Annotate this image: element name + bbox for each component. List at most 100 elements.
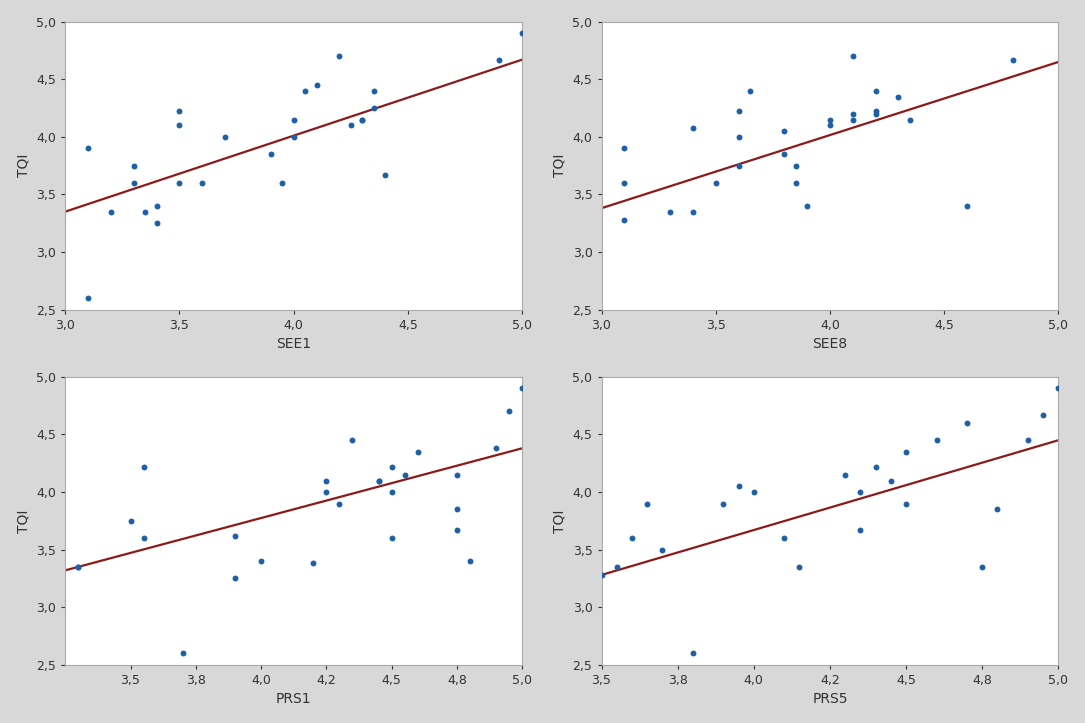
Point xyxy=(730,131,748,142)
Y-axis label: TQI: TQI xyxy=(16,509,30,533)
Point xyxy=(396,469,413,481)
Point xyxy=(490,54,508,66)
Point xyxy=(745,487,763,498)
Point xyxy=(615,177,633,189)
Y-axis label: TQI: TQI xyxy=(553,154,567,177)
Point xyxy=(148,200,165,212)
Point xyxy=(365,102,382,114)
Point xyxy=(867,461,884,473)
Point xyxy=(988,503,1006,515)
Point xyxy=(253,555,270,567)
Point xyxy=(844,114,861,125)
Point xyxy=(354,114,371,125)
Point xyxy=(365,85,382,97)
Point xyxy=(787,177,804,189)
Point xyxy=(608,561,625,573)
Point xyxy=(102,206,119,218)
Point xyxy=(776,148,793,160)
Point xyxy=(370,475,387,487)
Point xyxy=(707,177,725,189)
Point xyxy=(821,119,839,131)
Point xyxy=(1019,435,1036,446)
Point xyxy=(958,417,975,429)
Point xyxy=(273,177,291,189)
Point xyxy=(376,169,394,181)
Point xyxy=(852,487,869,498)
Point xyxy=(776,125,793,137)
Point xyxy=(730,106,748,117)
Point xyxy=(799,200,816,212)
Point xyxy=(383,487,400,498)
Point xyxy=(791,561,808,573)
Point xyxy=(715,497,732,509)
Point xyxy=(69,561,87,573)
Point xyxy=(844,51,861,62)
Point xyxy=(882,475,899,487)
Point xyxy=(844,108,861,119)
Point xyxy=(308,80,326,91)
Point xyxy=(170,177,188,189)
Point xyxy=(867,108,884,119)
Point xyxy=(79,292,97,304)
Point xyxy=(331,497,348,509)
Point xyxy=(787,160,804,171)
Point xyxy=(1034,409,1051,421)
Point xyxy=(852,524,869,536)
Point xyxy=(821,114,839,125)
Point xyxy=(867,106,884,117)
Point xyxy=(227,530,244,542)
Point xyxy=(867,85,884,97)
Point xyxy=(448,469,465,481)
Point xyxy=(344,435,361,446)
Point xyxy=(500,406,518,417)
Point xyxy=(342,119,359,131)
Point xyxy=(730,481,748,492)
Point xyxy=(897,497,915,509)
Point xyxy=(135,532,152,544)
Point xyxy=(125,160,142,171)
Point xyxy=(1004,54,1021,66)
Point xyxy=(383,532,400,544)
Point xyxy=(318,487,335,498)
X-axis label: PRS5: PRS5 xyxy=(813,693,847,706)
Point xyxy=(685,206,702,218)
Point xyxy=(730,160,748,171)
Point xyxy=(122,515,139,526)
Point xyxy=(685,648,702,659)
Point xyxy=(461,555,478,567)
Point xyxy=(448,524,465,536)
Point xyxy=(217,131,234,142)
Point xyxy=(487,442,505,454)
Point xyxy=(928,435,945,446)
Point xyxy=(1049,382,1067,394)
Point xyxy=(170,119,188,131)
Point xyxy=(305,557,322,569)
Point xyxy=(137,206,154,218)
Point xyxy=(193,177,210,189)
Point xyxy=(331,51,348,62)
Point xyxy=(776,532,793,544)
Y-axis label: TQI: TQI xyxy=(16,154,30,177)
Point xyxy=(296,85,314,97)
Point xyxy=(592,569,610,581)
Point xyxy=(285,114,303,125)
Point xyxy=(318,475,335,487)
Point xyxy=(638,497,655,509)
Point xyxy=(513,27,531,39)
Point xyxy=(263,148,280,160)
Point xyxy=(685,121,702,133)
Point xyxy=(148,218,165,229)
Point xyxy=(902,114,919,125)
Point xyxy=(79,142,97,154)
Point xyxy=(227,573,244,584)
Point xyxy=(654,544,672,555)
X-axis label: SEE8: SEE8 xyxy=(813,337,847,351)
X-axis label: SEE1: SEE1 xyxy=(276,337,311,351)
Point xyxy=(448,503,465,515)
Point xyxy=(125,177,142,189)
Y-axis label: TQI: TQI xyxy=(553,509,567,533)
Point xyxy=(135,461,152,473)
Point xyxy=(623,532,640,544)
Point xyxy=(890,90,907,102)
Point xyxy=(370,475,387,487)
